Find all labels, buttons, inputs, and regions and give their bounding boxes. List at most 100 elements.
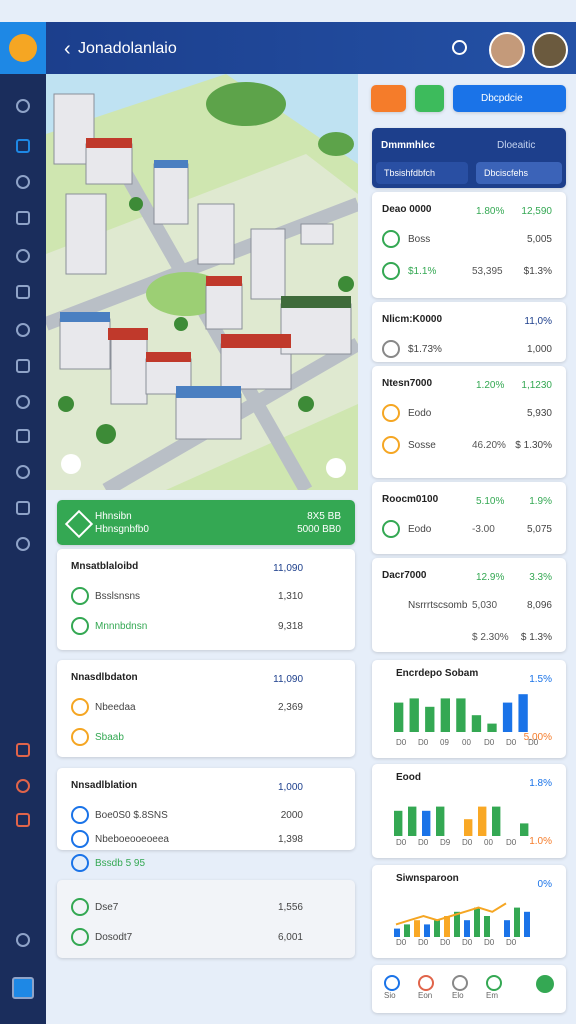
nav-label: Elo [452, 991, 464, 1000]
nav-icon[interactable] [486, 975, 502, 991]
row-value: $1.3% [523, 266, 552, 277]
row-icon [71, 830, 89, 848]
sidebar-icon[interactable] [16, 175, 30, 189]
panel-card: Mnsatblaloibd 11,090 Bsslsnsns 1,310 Mnnnbdn… [57, 549, 355, 650]
row-value: $ 1.30% [515, 440, 552, 451]
action-button[interactable] [415, 85, 444, 112]
row-label: Bssdb 5 95 [95, 858, 146, 869]
avatar[interactable] [532, 32, 568, 68]
tab[interactable]: Tbsishfdbfch [376, 162, 468, 184]
sidebar-icon[interactable] [16, 99, 30, 113]
bar [404, 924, 410, 937]
row-value: 53,395 [472, 266, 503, 277]
row-icon [382, 520, 400, 538]
sidebar-icon[interactable] [16, 501, 30, 515]
x-label: D9 [440, 838, 451, 847]
row-label: Dse7 [95, 902, 119, 913]
back-arrow[interactable]: ‹ [64, 38, 71, 60]
tab[interactable]: Dbciscfehs [476, 162, 562, 184]
summary-title: Dmmmhlcc [381, 140, 435, 151]
row-label: $1.73% [408, 344, 442, 355]
stat-card: Ntesn7000 1.20% 1,1230 Eodo 5,930 Sosse 46.20%… [372, 366, 566, 478]
row-value: 1,398 [277, 834, 303, 845]
sidebar-icon[interactable] [16, 933, 30, 947]
nav-fab[interactable] [536, 975, 554, 993]
app-title: Jonadolanlaio [78, 40, 177, 57]
sidebar-icon[interactable] [16, 249, 30, 263]
nav-label: Em [486, 991, 498, 1000]
sidebar-icon[interactable] [12, 977, 34, 999]
x-label: D0 [440, 938, 451, 947]
bar [474, 907, 480, 937]
row-value: 6,001 [277, 932, 303, 943]
avatar[interactable] [489, 32, 525, 68]
nav-icon[interactable] [418, 975, 434, 991]
row-value: 46.20% [472, 440, 506, 451]
panel-card: Nnasdlbdaton 11,090 Nbeedaa 2,369 Sbaab [57, 660, 355, 757]
logo[interactable] [9, 34, 37, 62]
summary-note: Dloeaitic [497, 140, 536, 151]
row-value: 1,556 [277, 902, 303, 913]
row-icon [71, 587, 89, 605]
stat-card: Nlicm:K0000 11,0% $1.73% 1,000 [372, 302, 566, 362]
action-button[interactable] [371, 85, 406, 112]
row-label: Boss [408, 234, 431, 245]
x-label: D0 [462, 938, 473, 947]
chart-title: Siwnsparoon [396, 873, 459, 884]
row-value: 2000 [280, 810, 303, 821]
row-label: Sosse [408, 440, 436, 451]
row-value: 5,075 [526, 524, 552, 535]
stat-value: 5.10% [476, 496, 505, 507]
row-icon [382, 404, 400, 422]
sidebar-icon[interactable] [16, 813, 30, 827]
x-label: D0 [396, 938, 407, 947]
bar [464, 920, 470, 937]
bar [518, 694, 528, 732]
banner[interactable]: Hhnsibn Hbnsgnbfb0 8X5 BB 5000 BB0 [57, 500, 355, 545]
sidebar-icon[interactable] [16, 537, 30, 551]
bar [471, 715, 482, 732]
panel-title: Nnasdlbdaton [71, 672, 138, 683]
search-button[interactable]: Dbcpdcie [453, 85, 566, 112]
sidebar-icon[interactable] [16, 395, 30, 409]
bar [394, 702, 404, 732]
panel-card: Dse7 1,556 Dosodt7 6,001 [57, 880, 355, 958]
bar [394, 928, 400, 937]
bar [504, 920, 510, 937]
row-label: Boe0S0 $.8SNS [95, 810, 168, 821]
stat-title: Deao 0000 [382, 204, 432, 215]
chart-value: 1.5% [529, 674, 552, 685]
banner-title: Hhnsibn [95, 511, 132, 522]
sidebar-icon[interactable] [16, 359, 30, 373]
sidebar-icon[interactable] [16, 743, 30, 757]
map[interactable] [46, 74, 358, 490]
row-icon [382, 230, 400, 248]
bar [422, 810, 431, 836]
tab-label: Tbsishfdbfch [384, 168, 436, 178]
sidebar-icon[interactable] [16, 139, 30, 153]
nav-icon[interactable] [384, 975, 400, 991]
bar [444, 916, 450, 937]
sidebar-icon[interactable] [16, 429, 30, 443]
row-value: 5,030 [472, 600, 498, 611]
banner-value: 8X5 BB [307, 511, 341, 522]
x-label: D0 [506, 938, 517, 947]
sidebar-icon[interactable] [16, 211, 30, 225]
nav-label: Eon [418, 991, 433, 1000]
stat-card: Roocm0100 5.10% 1.9% Eodo -3.00 5,075 [372, 482, 566, 554]
banner-icon [64, 509, 94, 539]
sidebar-icon[interactable] [16, 465, 30, 479]
row-label: Dosodt7 [95, 932, 133, 943]
row-value: 5,930 [526, 408, 552, 419]
chart-side: 5.00% [523, 732, 552, 743]
search-icon[interactable] [452, 40, 467, 55]
row-label: Sbaab [95, 732, 124, 743]
sidebar-icon[interactable] [16, 323, 30, 337]
sidebar-icon[interactable] [16, 285, 30, 299]
x-label: D0 [462, 838, 473, 847]
nav-icon[interactable] [452, 975, 468, 991]
bar [514, 907, 520, 937]
stat-value: 12.9% [476, 572, 505, 583]
sidebar-icon[interactable] [16, 779, 30, 793]
